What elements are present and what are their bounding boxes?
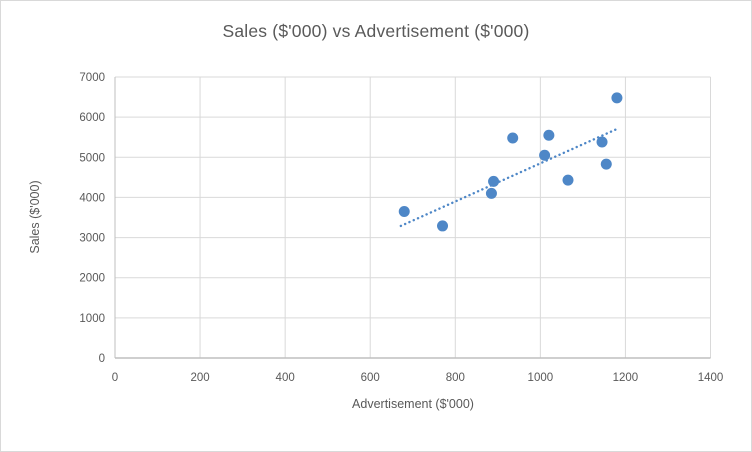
x-axis-title: Advertisement ($'000) bbox=[352, 397, 474, 411]
chart-title: Sales ($'000) vs Advertisement ($'000) bbox=[222, 21, 530, 41]
data-point-1[interactable] bbox=[437, 220, 449, 232]
y-tick-label-5000: 5000 bbox=[79, 152, 105, 164]
y-tick-label-2000: 2000 bbox=[79, 273, 105, 285]
y-tick-label-0: 0 bbox=[99, 353, 105, 365]
y-axis-title: Sales ($'000) bbox=[28, 180, 42, 254]
x-tick-label-400: 400 bbox=[276, 372, 295, 384]
data-point-2[interactable] bbox=[485, 187, 497, 199]
y-tick-label-6000: 6000 bbox=[79, 112, 105, 124]
x-tick-label-1200: 1200 bbox=[613, 372, 639, 384]
x-tick-labels: 0 200 400 600 800 1000 1200 1400 bbox=[112, 372, 724, 384]
x-gridlines bbox=[114, 77, 711, 358]
x-tick-label-0: 0 bbox=[112, 372, 118, 384]
y-gridlines bbox=[115, 76, 711, 359]
x-tick-label-800: 800 bbox=[446, 372, 465, 384]
x-tick-label-1400: 1400 bbox=[698, 372, 724, 384]
x-tick-label-600: 600 bbox=[361, 372, 380, 384]
data-point-5[interactable] bbox=[539, 149, 551, 161]
data-point-8[interactable] bbox=[596, 136, 608, 148]
y-tick-label-7000: 7000 bbox=[79, 72, 105, 84]
data-point-series[interactable] bbox=[398, 92, 623, 232]
data-point-9[interactable] bbox=[600, 158, 612, 170]
data-point-10[interactable] bbox=[611, 92, 623, 104]
x-tick-label-1000: 1000 bbox=[528, 372, 554, 384]
x-tick-label-200: 200 bbox=[190, 372, 209, 384]
y-tick-label-4000: 4000 bbox=[79, 192, 105, 204]
trendline[interactable] bbox=[399, 127, 618, 228]
data-point-4[interactable] bbox=[507, 132, 519, 144]
y-tick-label-3000: 3000 bbox=[79, 233, 105, 245]
axis-lines bbox=[114, 77, 711, 359]
data-point-7[interactable] bbox=[562, 174, 574, 186]
data-point-3[interactable] bbox=[488, 175, 500, 187]
data-point-6[interactable] bbox=[543, 129, 555, 141]
y-tick-labels: 0 1000 2000 3000 4000 5000 6000 7000 bbox=[79, 72, 105, 365]
data-point-0[interactable] bbox=[398, 205, 410, 217]
y-tick-label-1000: 1000 bbox=[79, 313, 105, 325]
